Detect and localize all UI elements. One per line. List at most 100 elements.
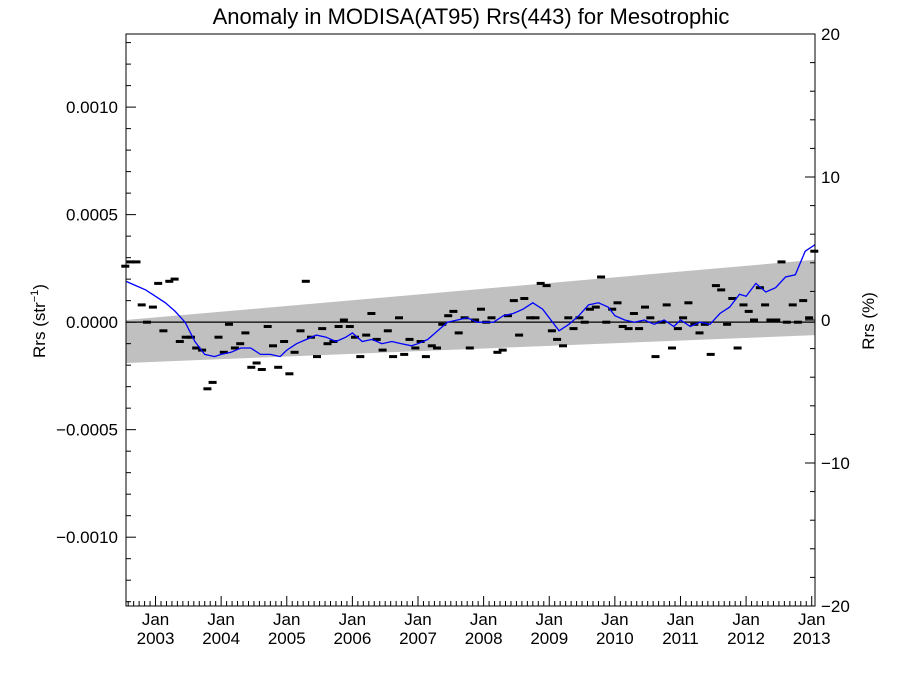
data-point (334, 325, 343, 328)
data-point (296, 329, 305, 333)
data-point (427, 344, 436, 348)
data-point (591, 305, 600, 309)
x-tick-label-year: 2010 (596, 629, 634, 648)
data-point (608, 307, 617, 311)
data-point (761, 303, 770, 307)
x-tick-label-month: Jan (470, 610, 497, 629)
data-point (181, 335, 190, 339)
data-point (411, 346, 420, 350)
x-tick-label-year: 2005 (268, 629, 306, 648)
data-point (531, 316, 540, 320)
data-point (597, 275, 606, 279)
data-point (733, 346, 742, 350)
data-point (170, 277, 179, 281)
data-point (564, 316, 573, 320)
data-point (351, 335, 359, 339)
data-point (356, 355, 365, 359)
data-point (810, 249, 819, 253)
y-left-tick-label: −0.0005 (56, 421, 118, 440)
data-point (187, 335, 195, 339)
y-right-tick-label: −20 (821, 597, 850, 616)
data-point (662, 303, 671, 307)
data-point (739, 303, 748, 307)
y-left-tick-label: −0.0010 (56, 528, 118, 547)
x-tick-label-year: 2009 (530, 629, 568, 648)
x-tick-label-year: 2006 (333, 629, 371, 648)
y-right-tick-label: 20 (821, 25, 840, 44)
y-left-tick-label: 0.0010 (66, 98, 118, 117)
data-point (449, 309, 458, 313)
data-point (438, 322, 447, 326)
x-tick-label-year: 2003 (137, 629, 175, 648)
data-point (225, 322, 233, 326)
data-point (345, 325, 354, 328)
data-point (668, 346, 676, 350)
data-point (192, 346, 201, 350)
x-tick-label-month: Jan (601, 610, 628, 629)
data-point (121, 264, 130, 268)
plot-frame (125, 33, 816, 607)
data-point (175, 340, 184, 343)
data-point (389, 355, 398, 359)
data-point (547, 329, 556, 333)
data-point (487, 316, 496, 320)
data-point (602, 320, 611, 324)
chart-title: Anomaly in MODISA(AT95) Rrs(443) for Mes… (213, 4, 730, 29)
y-axis-label-left-close: ) (30, 284, 49, 290)
data-point (367, 312, 376, 315)
data-point (143, 320, 151, 324)
data-point (700, 322, 709, 326)
x-tick-label-month: Jan (339, 610, 366, 629)
data-point (629, 312, 638, 315)
data-point (673, 327, 682, 331)
data-point (553, 337, 562, 341)
data-point (454, 331, 463, 335)
data-point (383, 329, 392, 333)
data-point (635, 327, 644, 331)
data-point (252, 361, 261, 365)
x-tick-label-month: Jan (142, 610, 169, 629)
y-right-tick-label: −10 (821, 454, 850, 473)
x-axis-ticks: Jan2003Jan2004Jan2005Jan2006Jan2007Jan20… (127, 596, 831, 648)
x-tick-label-month: Jan (404, 610, 431, 629)
data-point (728, 297, 737, 300)
data-point (290, 350, 299, 354)
data-point (241, 331, 250, 335)
y-axis-label-right: Rrs (%) (859, 292, 878, 350)
data-point (520, 297, 529, 300)
data-point (575, 316, 584, 320)
data-point (362, 333, 371, 337)
data-point (695, 331, 704, 335)
y-axis-label-left-text: Rrs (str (30, 302, 49, 358)
data-point (137, 303, 146, 307)
data-point (477, 307, 485, 311)
x-tick-label-year: 2004 (202, 629, 240, 648)
x-tick-label-month: Jan (207, 610, 234, 629)
data-point (706, 352, 715, 356)
data-point (717, 288, 726, 292)
data-point (132, 260, 141, 264)
uncertainty-band (126, 259, 815, 363)
data-point (230, 346, 239, 350)
data-point (788, 303, 797, 307)
data-point (465, 346, 474, 350)
y-right-tick-label: 0 (821, 311, 830, 330)
data-point (641, 305, 649, 309)
y-axis-ticks-right: 20 10 0 −10 −20 (805, 25, 850, 616)
y-right-tick-label: 10 (821, 168, 840, 187)
data-point (777, 260, 786, 264)
plot-area (121, 244, 819, 391)
data-point (329, 340, 338, 343)
y-axis-label-left: Rrs (str−1) (29, 284, 49, 358)
data-point (536, 281, 545, 285)
data-point (372, 337, 381, 341)
data-point (498, 348, 507, 352)
data-point (301, 279, 310, 283)
data-point (269, 344, 277, 348)
x-tick-label-year: 2008 (465, 629, 503, 648)
data-point (799, 299, 808, 303)
data-point (433, 346, 441, 350)
x-tick-label-year: 2013 (793, 629, 831, 648)
data-point (236, 342, 245, 346)
data-point (280, 340, 289, 343)
